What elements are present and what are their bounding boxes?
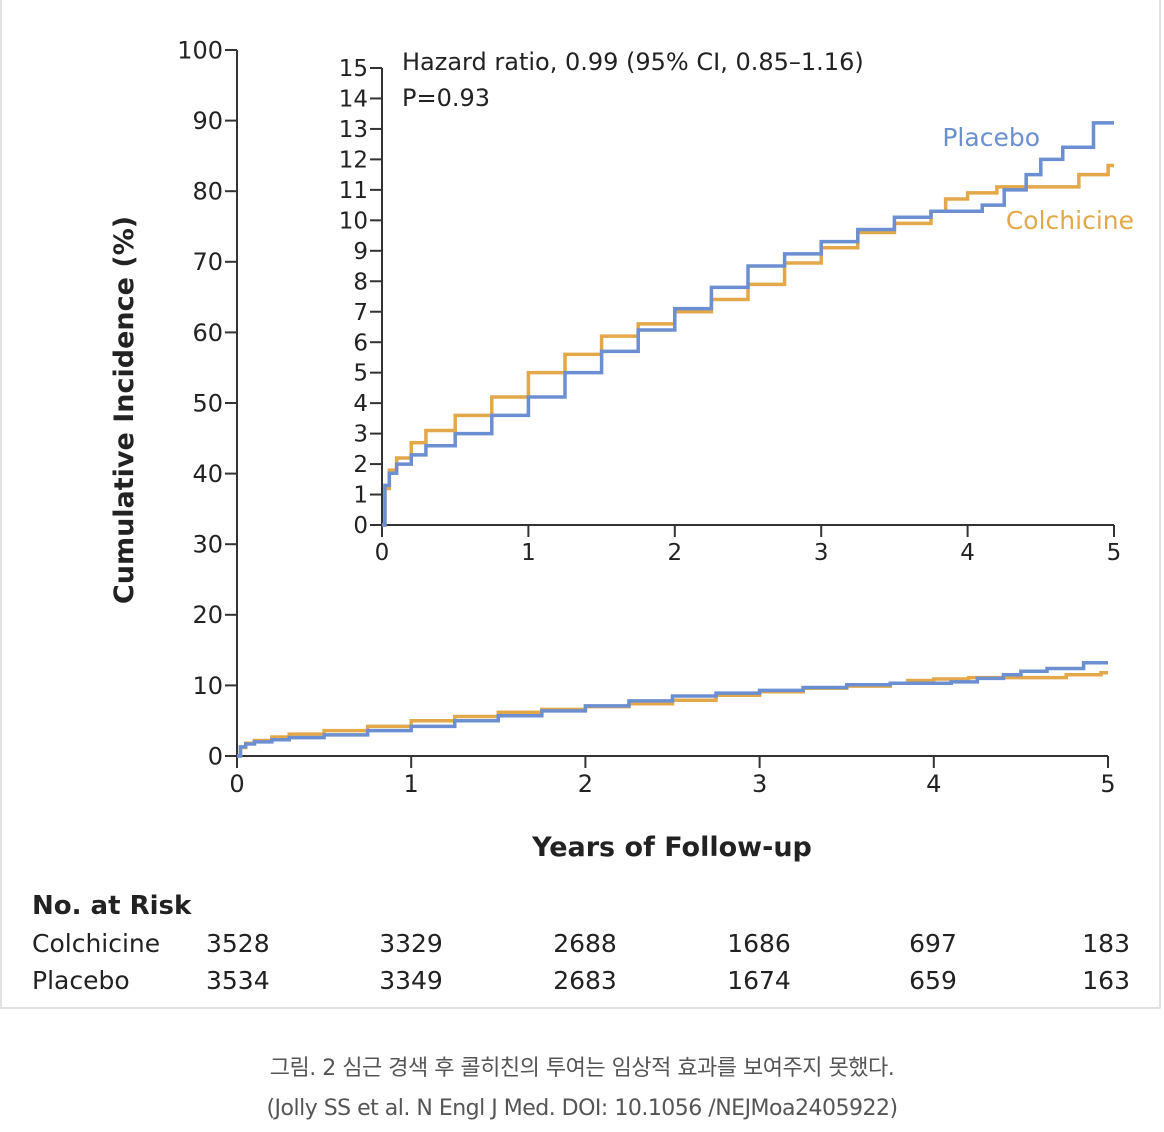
- main-x-tick-label: 0: [229, 770, 244, 798]
- inset-y-tick-label: 3: [353, 422, 368, 448]
- risk-value: 3528: [206, 929, 270, 958]
- inset-y-tick-label: 12: [339, 147, 368, 173]
- inset-y-tick-label: 15: [339, 56, 368, 82]
- inset-y-tick-label: 5: [353, 361, 368, 387]
- risk-value: 3329: [379, 929, 443, 958]
- inset-y-tick-label: 4: [353, 391, 368, 417]
- main-y-tick-label: 50: [192, 389, 223, 417]
- risk-table-title: No. at Risk: [32, 891, 192, 921]
- risk-value: 163: [1082, 966, 1130, 995]
- inset-x-tick-label: 4: [960, 540, 975, 566]
- inset-x-tick-label: 2: [667, 540, 682, 566]
- y-axis-label: Cumulative Incidence (%): [109, 216, 140, 604]
- main-y-tick-label: 100: [177, 36, 223, 64]
- main-x-tick-label: 4: [926, 770, 941, 798]
- risk-value: 3534: [206, 966, 270, 995]
- main-y-tick-label: 60: [192, 319, 223, 347]
- placebo-label: Placebo: [942, 123, 1040, 152]
- main-x-tick-label: 5: [1100, 770, 1115, 798]
- inset-curve-placebo: [382, 121, 1114, 527]
- risk-value: 1674: [727, 966, 791, 995]
- risk-row-label: Placebo: [32, 966, 130, 995]
- figure-frame: [0, 0, 1161, 1009]
- main-curve-colchicine: [237, 670, 1108, 758]
- inset-curve-colchicine: [382, 163, 1114, 527]
- risk-value: 2683: [553, 966, 617, 995]
- inset-x-tick-label: 1: [521, 540, 536, 566]
- colchicine-label: Colchicine: [1006, 206, 1134, 235]
- main-y-tick-label: 80: [192, 178, 223, 206]
- inset-y-tick-label: 8: [353, 269, 368, 295]
- main-x-tick-label: 2: [578, 770, 593, 798]
- main-y-tick-label: 90: [192, 107, 223, 135]
- main-x-tick-label: 1: [404, 770, 419, 798]
- inset-y-tick-label: 10: [339, 208, 368, 234]
- x-axis-label: Years of Follow-up: [531, 832, 812, 863]
- risk-value: 659: [909, 966, 957, 995]
- main-y-tick-label: 40: [192, 460, 223, 488]
- risk-value: 3349: [379, 966, 443, 995]
- inset-x-tick-label: 3: [814, 540, 829, 566]
- main-x-tick-label: 3: [752, 770, 767, 798]
- inset-y-tick-label: 13: [339, 117, 368, 143]
- inset-y-tick-label: 0: [353, 513, 368, 539]
- main-curve-placebo: [237, 661, 1108, 758]
- main-y-tick-label: 10: [192, 672, 223, 700]
- inset-y-tick-label: 6: [353, 330, 368, 356]
- p-value-annotation: P=0.93: [402, 84, 490, 112]
- km-chart: Cumulative Incidence (%) Years of Follow…: [32, 36, 1134, 995]
- inset-y-tick-label: 9: [353, 239, 368, 265]
- risk-table: Colchicine 3528 3329 2688 1686 697 183 Placebo 3…: [32, 929, 1130, 995]
- risk-value: 1686: [727, 929, 791, 958]
- main-y-tick-label: 20: [192, 601, 223, 629]
- main-y-tick-label: 70: [192, 248, 223, 276]
- risk-value: 697: [909, 929, 957, 958]
- risk-value: 183: [1082, 929, 1130, 958]
- inset-y-tick-label: 1: [353, 483, 368, 509]
- caption-line-2: (Jolly SS et al. N Engl J Med. DOI: 10.1…: [266, 1096, 898, 1121]
- inset-y-tick-label: 14: [339, 87, 368, 113]
- inset-x-tick-label: 5: [1107, 540, 1122, 566]
- risk-row-label: Colchicine: [32, 929, 160, 958]
- hazard-ratio-annotation: Hazard ratio, 0.99 (95% CI, 0.85–1.16): [402, 48, 864, 76]
- main-y-tick-label: 0: [208, 742, 223, 770]
- risk-value: 2688: [553, 929, 617, 958]
- inset-y-tick-label: 2: [353, 452, 368, 478]
- main-y-tick-label: 30: [192, 531, 223, 559]
- inset-y-tick-label: 7: [353, 300, 368, 326]
- caption-line-1: 그림. 2 심근 경색 후 콜히친의 투여는 임상적 효과를 보여주지 못했다.: [269, 1056, 895, 1081]
- inset-x-tick-label: 0: [375, 540, 390, 566]
- inset-y-tick-label: 11: [339, 178, 368, 204]
